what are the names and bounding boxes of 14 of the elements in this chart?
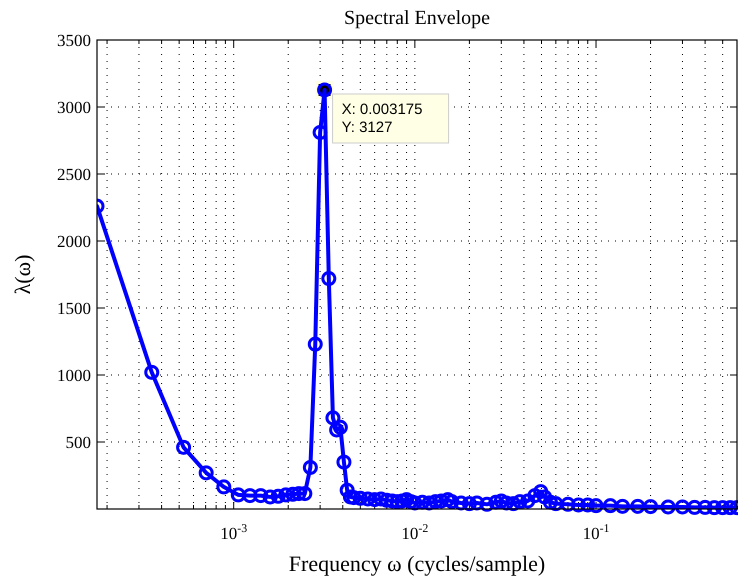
y-tick-label: 3500 — [57, 30, 91, 50]
x-tick-label: 10$^{-1}$ — [582, 521, 610, 543]
x-axis-title: Frequency ω (cycles/sample) — [288, 551, 546, 576]
y-tick-label: 1000 — [57, 366, 91, 385]
chart-title: Spectral Envelope — [344, 7, 490, 29]
y-tick-label: 2000 — [57, 232, 91, 251]
y-tick-label: 2500 — [57, 164, 91, 184]
x-tick-label: 10$^{-2}$ — [401, 521, 428, 543]
y-tick-label: 1500 — [57, 298, 91, 318]
annotation: X: 0.003175 Y: 3127 — [342, 100, 422, 136]
y-tick-label: 3000 — [57, 98, 91, 117]
y-tick-label: 500 — [66, 432, 91, 452]
y-axis-title: λ(ω) — [10, 254, 35, 294]
x-tick-label: 10$^{-3}$ — [220, 521, 248, 543]
